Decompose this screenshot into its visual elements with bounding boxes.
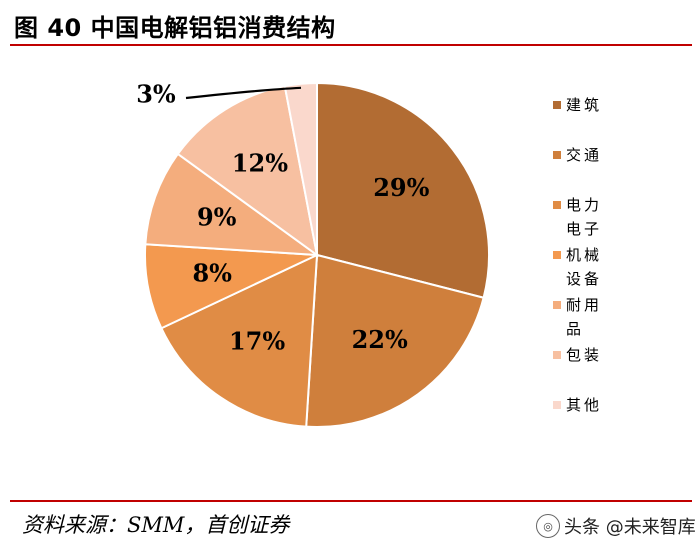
legend-item: 其他 xyxy=(553,393,613,417)
legend-item: 交通 xyxy=(553,143,613,167)
pie-slice xyxy=(160,253,319,428)
slice-label: 3% xyxy=(136,80,176,109)
legend-label: 耐用品 xyxy=(566,296,603,338)
legend-swatch xyxy=(553,151,561,159)
pie-slice xyxy=(283,81,318,256)
legend-swatch xyxy=(553,301,561,309)
leader-line xyxy=(185,86,302,100)
slice-label: 8% xyxy=(192,259,232,288)
pie-slice xyxy=(316,81,491,299)
legend-label: 机械设备 xyxy=(566,246,603,288)
legend-item: 耐用品 xyxy=(553,293,613,341)
pie-slice xyxy=(144,152,321,257)
slice-label: 29% xyxy=(373,173,429,202)
legend-swatch xyxy=(553,251,561,259)
watermark-logo-icon: ◎ xyxy=(536,514,560,538)
legend-item: 包装 xyxy=(553,343,613,367)
legend-label: 其他 xyxy=(566,396,603,414)
legend-swatch xyxy=(553,201,561,209)
watermark-text: 头条 @未来智库 xyxy=(564,517,696,538)
bottom-divider xyxy=(10,500,692,502)
pie-slice xyxy=(305,253,485,428)
legend-swatch xyxy=(553,351,561,359)
legend-label: 电力电子 xyxy=(566,196,603,238)
top-divider xyxy=(10,44,692,46)
slice-label: 17% xyxy=(229,327,285,356)
legend-label: 建筑 xyxy=(566,96,603,114)
legend-item: 建筑 xyxy=(553,93,613,117)
legend-label: 交通 xyxy=(566,146,603,164)
source-note: 资料来源：SMM，首创证券 xyxy=(22,513,290,537)
watermark: ◎ 头条 @未来智库 xyxy=(536,513,696,539)
slice-label: 22% xyxy=(352,325,408,354)
pie-slice xyxy=(176,84,319,258)
legend-swatch xyxy=(553,401,561,409)
legend-item: 电力电子 xyxy=(553,193,613,241)
legend-item: 机械设备 xyxy=(553,243,613,291)
chart-title: 图 40 中国电解铝铝消费结构 xyxy=(14,14,336,42)
slice-label: 9% xyxy=(197,202,237,231)
legend-label: 包装 xyxy=(566,346,603,364)
legend-swatch xyxy=(553,101,561,109)
slice-label: 12% xyxy=(232,149,288,178)
